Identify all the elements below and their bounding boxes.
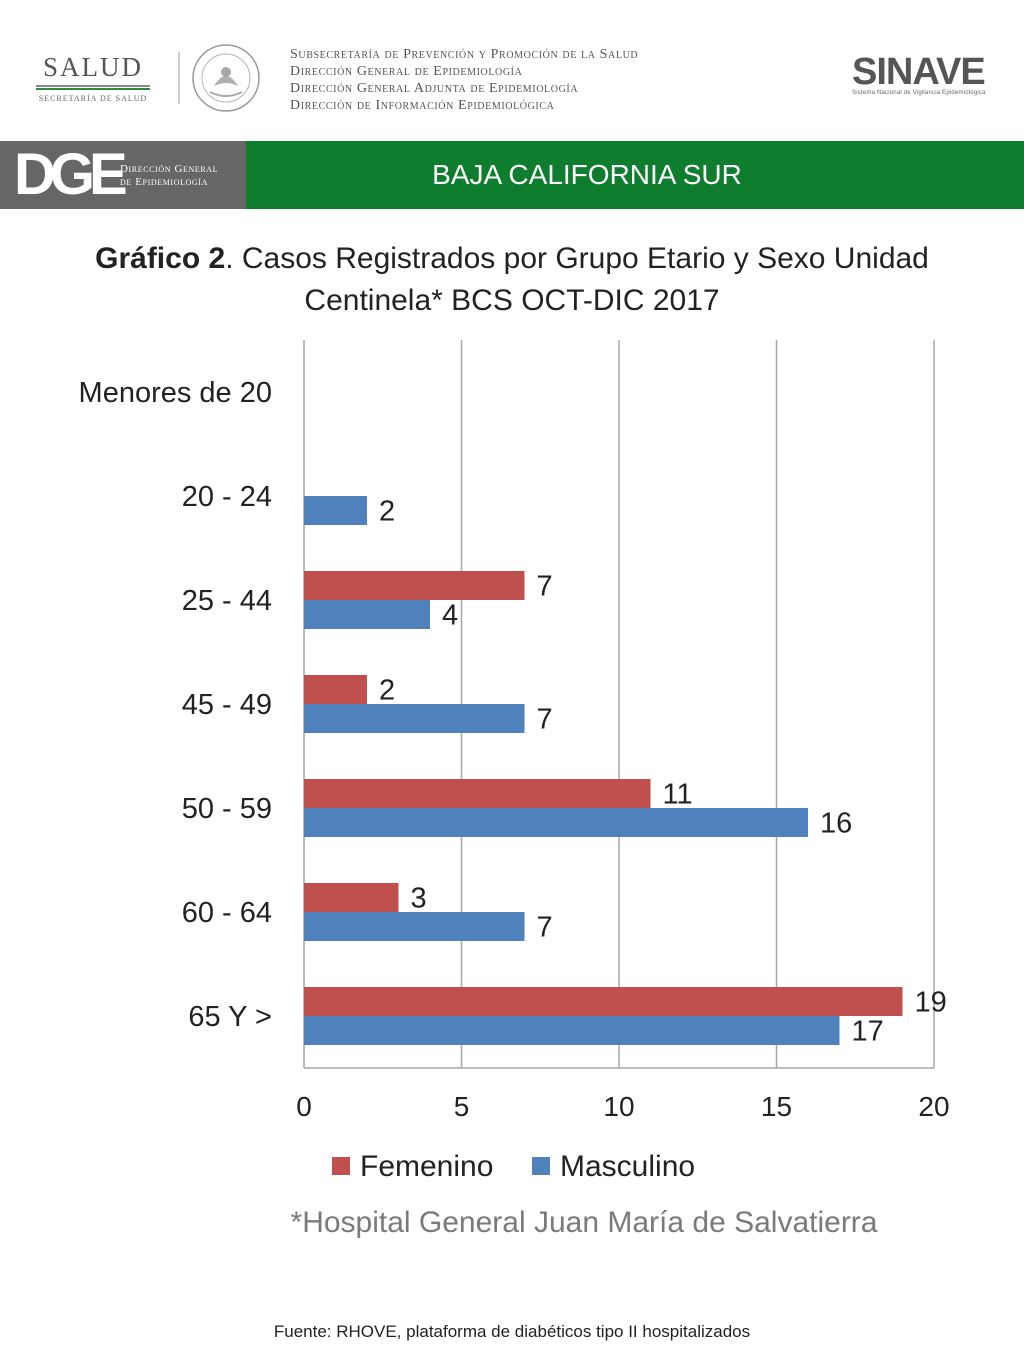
legend-item-masculino: Masculino bbox=[532, 1150, 695, 1184]
x-tick-label: 15 bbox=[761, 1091, 792, 1122]
data-label: 4 bbox=[442, 600, 458, 632]
data-label: 7 bbox=[537, 912, 553, 944]
bar-femenino bbox=[304, 571, 525, 600]
bar-masculino bbox=[304, 912, 525, 941]
data-label: 16 bbox=[820, 808, 852, 840]
dge-logo-line: de Epidemiología bbox=[120, 176, 208, 188]
sinave-logo: SINAVE Sistema Nacional de Vigilancia Ep… bbox=[852, 52, 992, 96]
data-label: 7 bbox=[537, 571, 553, 603]
legend-swatch-femenino bbox=[332, 1157, 350, 1176]
chart-title-text: . Casos Registrados por Grupo Etario y S… bbox=[225, 242, 929, 317]
agency-line: Dirección General de Epidemiología bbox=[290, 64, 523, 79]
bar-chart: 0 5 10 15 20 Menores de 20 20 - 24 2 25 - 44 7 4 45… bbox=[79, 340, 950, 1122]
y-category-label: 60 - 64 bbox=[182, 897, 272, 929]
dge-logo: DGE bbox=[14, 142, 128, 207]
sinave-logo-word: SINAVE bbox=[852, 51, 986, 93]
chart-title-prefix: Gráfico 2 bbox=[95, 242, 226, 275]
data-label: 2 bbox=[379, 496, 395, 528]
header-divider bbox=[178, 52, 180, 104]
y-category-label: 25 - 44 bbox=[182, 585, 272, 617]
bar-masculino bbox=[304, 496, 367, 525]
data-label: 3 bbox=[411, 883, 427, 915]
bar-masculino bbox=[304, 600, 430, 629]
agency-line: Dirección de Información Epidemiológica bbox=[290, 98, 555, 113]
x-tick-label: 0 bbox=[296, 1091, 312, 1122]
chart-title: Gráfico 2. Casos Registrados por Grupo E… bbox=[40, 238, 984, 322]
region-name: BAJA CALIFORNIA SUR bbox=[432, 159, 742, 190]
dge-panel: DGE Dirección General de Epidemiología bbox=[0, 141, 246, 209]
bar-femenino bbox=[304, 675, 367, 704]
national-seal-icon bbox=[192, 44, 260, 112]
bar-masculino bbox=[304, 1016, 840, 1045]
agency-names: Subsecretaría de Prevención y Promoción … bbox=[290, 46, 638, 114]
data-label: 11 bbox=[663, 779, 693, 811]
legend-swatch-masculino bbox=[532, 1157, 550, 1176]
dge-logo-text: Dirección General de Epidemiología bbox=[120, 163, 218, 189]
sinave-tagline: Sistema Nacional de Vigilancia Epidemiol… bbox=[852, 90, 986, 96]
page-header: SALUD SECRETARÍA DE SALUD Subsecretaría … bbox=[0, 0, 1024, 135]
data-label: 19 bbox=[915, 987, 947, 1019]
data-label: 7 bbox=[537, 704, 553, 736]
bar-femenino bbox=[304, 779, 651, 808]
dge-logo-line: Dirección General bbox=[120, 163, 219, 175]
region-panel bbox=[246, 141, 1024, 209]
data-label: 17 bbox=[852, 1016, 884, 1048]
region-band: DGE Dirección General de Epidemiología B… bbox=[0, 141, 1024, 209]
x-tick-label: 20 bbox=[918, 1091, 949, 1122]
bar-masculino bbox=[304, 704, 525, 733]
bar-masculino bbox=[304, 808, 808, 837]
source-note: Fuente: RHOVE, plataforma de diabéticos … bbox=[273, 1322, 751, 1341]
data-label: 2 bbox=[379, 675, 395, 707]
y-category-label: 50 - 59 bbox=[182, 793, 272, 825]
agency-line: Subsecretaría de Prevención y Promoción … bbox=[290, 47, 639, 62]
bar-femenino bbox=[304, 883, 399, 912]
y-category-label: 45 - 49 bbox=[182, 689, 272, 721]
y-category-label: 20 - 24 bbox=[182, 481, 272, 513]
hospital-note: *Hospital General Juan María de Salvatie… bbox=[290, 1206, 878, 1239]
y-category-label: Menores de 20 bbox=[79, 377, 272, 409]
x-tick-label: 5 bbox=[454, 1091, 470, 1122]
legend-label: Femenino bbox=[360, 1150, 494, 1183]
bar-femenino bbox=[304, 987, 903, 1016]
legend-label: Masculino bbox=[560, 1150, 696, 1183]
agency-line: Dirección General Adjunta de Epidemiolog… bbox=[290, 81, 579, 96]
y-category-label: 65 Y > bbox=[188, 1001, 272, 1033]
salud-logo: SALUD SECRETARÍA DE SALUD bbox=[28, 52, 158, 103]
legend-item-femenino: Femenino bbox=[332, 1150, 493, 1184]
salud-logo-subtitle: SECRETARÍA DE SALUD bbox=[38, 94, 148, 103]
salud-logo-word: SALUD bbox=[42, 52, 143, 82]
x-tick-label: 10 bbox=[603, 1091, 634, 1122]
